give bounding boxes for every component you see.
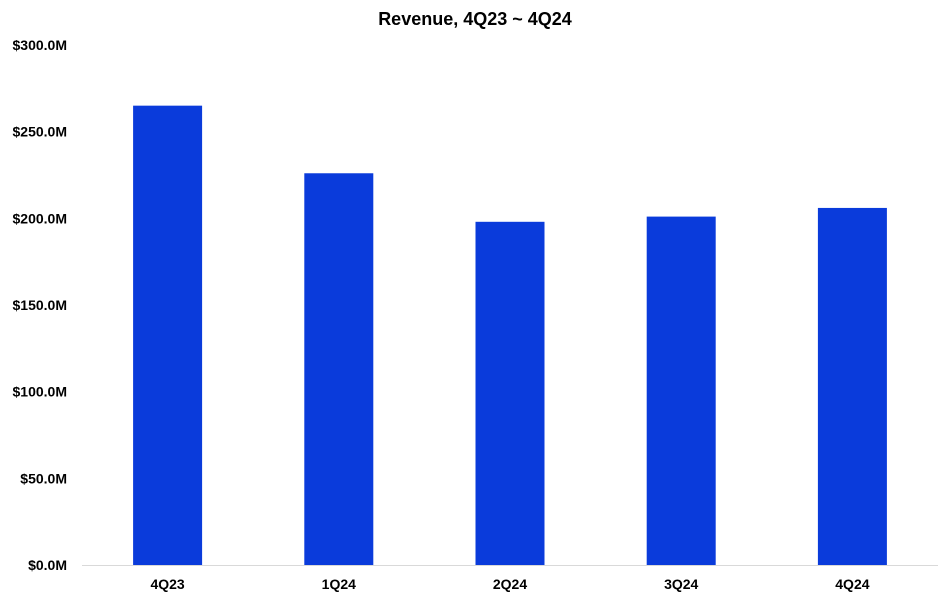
y-tick-label: $0.0M xyxy=(28,557,67,573)
x-tick-label: 3Q24 xyxy=(664,576,698,592)
y-tick-label: $150.0M xyxy=(13,297,67,313)
bar-1q24 xyxy=(304,173,374,565)
y-tick-label: $50.0M xyxy=(20,470,67,486)
bar-3q24 xyxy=(646,216,716,565)
y-tick-label: $250.0M xyxy=(13,124,67,140)
bar-4q24 xyxy=(817,207,887,565)
x-axis: 4Q23 1Q24 2Q24 3Q24 4Q24 xyxy=(82,565,938,592)
x-tick-label: 2Q24 xyxy=(493,576,527,592)
x-tick-label: 4Q24 xyxy=(835,576,869,592)
y-tick-label: $200.0M xyxy=(13,210,67,226)
bar-series xyxy=(133,105,887,566)
bar-2q24 xyxy=(475,221,545,566)
x-tick-label: 4Q23 xyxy=(150,576,184,592)
bar-4q23 xyxy=(133,105,203,566)
y-tick-label: $100.0M xyxy=(13,384,67,400)
chart-title: Revenue, 4Q23 ~ 4Q24 xyxy=(378,9,572,29)
x-tick-label: 1Q24 xyxy=(322,576,356,592)
y-tick-label: $300.0M xyxy=(13,37,67,53)
y-axis: $0.0M $50.0M $100.0M $150.0M $200.0M $250.0M $… xyxy=(13,37,67,573)
